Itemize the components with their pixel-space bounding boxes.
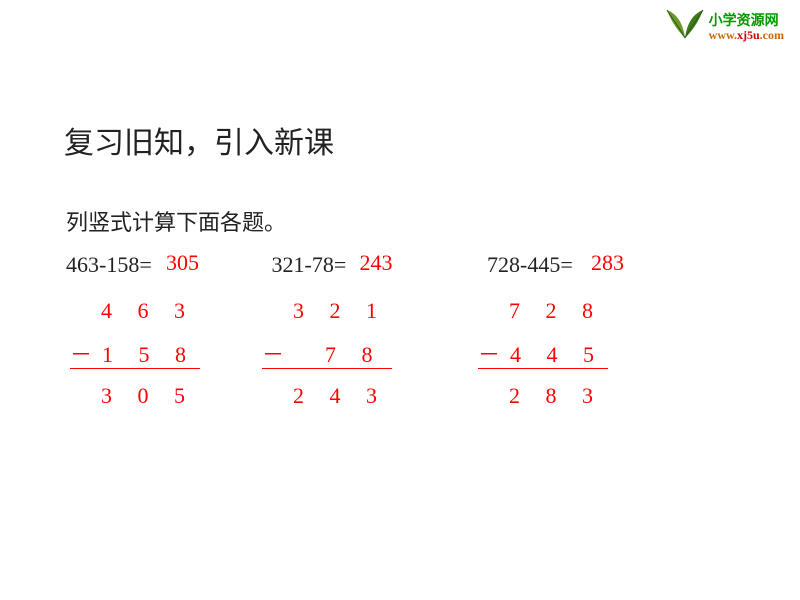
vertical-calc-2: 3 2 1 － 7 8 2 4 3 — [262, 290, 392, 417]
v1-result: 3 0 5 — [70, 375, 195, 417]
v3-result: 2 8 3 — [478, 375, 603, 417]
logo-url: www.xj5u.com — [709, 29, 784, 42]
eq1-expr: 463-158= — [66, 252, 152, 277]
v2-top: 3 2 1 — [262, 290, 387, 332]
logo-cn: 小学资源网 — [709, 13, 784, 28]
vertical-calc-3: 7 2 8 －4 4 5 2 8 3 — [478, 290, 608, 417]
v2-line — [262, 368, 392, 369]
vertical-calcs: 4 6 3 －1 5 8 3 0 5 3 2 1 － 7 8 2 4 3 7 2… — [66, 290, 716, 490]
v3-top: 7 2 8 — [478, 290, 603, 332]
v2-result: 2 4 3 — [262, 375, 387, 417]
eq3-answer: 283 — [591, 250, 624, 276]
eq3-expr: 728-445= — [487, 252, 573, 277]
vertical-calc-1: 4 6 3 －1 5 8 3 0 5 — [70, 290, 200, 417]
v1-line — [70, 368, 200, 369]
eq2-answer: 243 — [360, 250, 393, 276]
equation-2: 321-78= 243 — [272, 252, 472, 278]
leaf-icon — [665, 8, 705, 47]
instruction-text: 列竖式计算下面各题。 — [66, 205, 286, 237]
equations-row: 463-158= 305 321-78= 243 728-445= 283 — [66, 252, 687, 278]
equation-1: 463-158= 305 — [66, 252, 266, 278]
v3-line — [478, 368, 608, 369]
logo-text: 小学资源网 www.xj5u.com — [709, 13, 784, 42]
eq2-expr: 321-78= — [272, 252, 347, 277]
equation-3: 728-445= 283 — [487, 252, 687, 278]
site-logo: 小学资源网 www.xj5u.com — [665, 8, 784, 47]
page-title: 复习旧知，引入新课 — [64, 118, 334, 162]
eq1-answer: 305 — [166, 250, 199, 276]
v1-top: 4 6 3 — [70, 290, 195, 332]
